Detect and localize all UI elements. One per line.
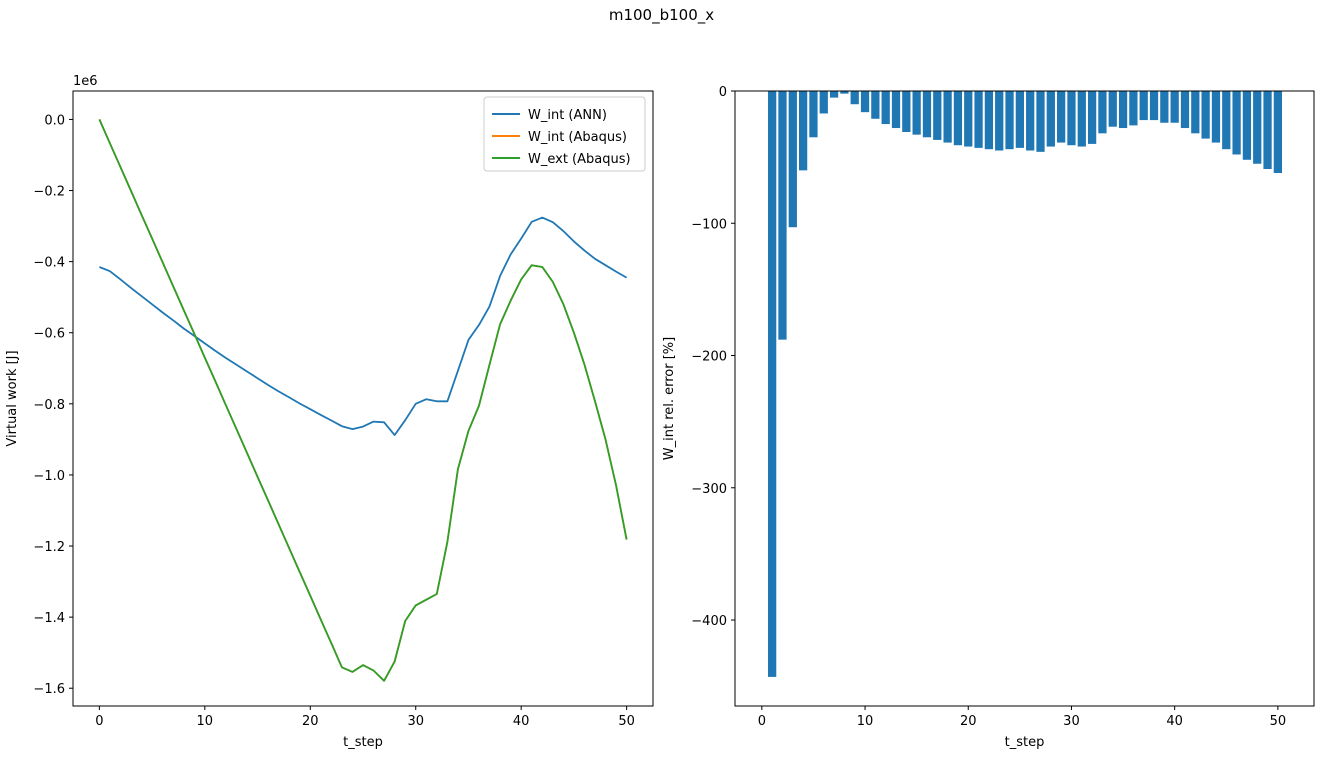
chart1-xtick-label: 20 bbox=[302, 714, 319, 729]
chart2-bar-32 bbox=[1087, 91, 1097, 144]
chart2-bar-7 bbox=[829, 91, 839, 98]
chart2-bar-44 bbox=[1211, 91, 1221, 143]
chart2-bar-21 bbox=[974, 91, 983, 148]
chart2-bar-37 bbox=[1139, 91, 1148, 121]
chart1-axes-frame bbox=[72, 90, 654, 707]
chart2-bar-25 bbox=[1015, 91, 1024, 148]
chart2-bar-4 bbox=[798, 91, 808, 171]
chart2-bar-46 bbox=[1232, 91, 1241, 155]
chart1-ylabel: Virtual work [J] bbox=[5, 350, 20, 446]
chart2-bar-23 bbox=[995, 91, 1004, 151]
chart2-bar-43 bbox=[1201, 91, 1210, 139]
chart2-bar-49 bbox=[1263, 91, 1272, 170]
chart2-bar-38 bbox=[1149, 91, 1159, 121]
chart2-bar-24 bbox=[1005, 91, 1014, 150]
chart2-bar-2 bbox=[778, 91, 787, 340]
chart2-bar-17 bbox=[933, 91, 942, 140]
chart1-ytick-label: −1.4 bbox=[33, 611, 65, 626]
chart2-bar-30 bbox=[1067, 91, 1076, 146]
chart2-bar-47 bbox=[1242, 91, 1252, 160]
chart1-legend-label-3: W_ext (Abaqus) bbox=[528, 152, 631, 167]
chart1-series-line-1 bbox=[99, 216, 628, 437]
chart1-ytick-label: −1.0 bbox=[33, 469, 65, 484]
chart1-ytick-label: 0.0 bbox=[44, 113, 65, 128]
chart1-xlabel: t_step bbox=[343, 735, 383, 750]
chart2-xtick-label: 50 bbox=[1270, 714, 1287, 729]
chart2-bar-50 bbox=[1273, 91, 1283, 173]
chart1-xtick-label: 30 bbox=[407, 714, 424, 729]
chart2-xtick-label: 30 bbox=[1063, 714, 1080, 729]
chart2-bar-1 bbox=[768, 91, 777, 677]
chart1-ytick-label: −1.2 bbox=[33, 540, 65, 555]
chart1-ytick-label: −0.2 bbox=[33, 185, 65, 200]
chart2-bar-27 bbox=[1036, 91, 1045, 152]
chart1-ytick-label: −0.6 bbox=[33, 327, 65, 342]
chart2-xtick-label: 10 bbox=[857, 714, 874, 729]
chart2-bar-13 bbox=[891, 91, 901, 129]
chart1-legend-box bbox=[483, 96, 646, 172]
chart1-series-line-3 bbox=[98, 119, 628, 682]
chart2-xtick-label: 0 bbox=[758, 714, 766, 729]
chart2-bar-16 bbox=[922, 91, 932, 138]
chart2-ylabel: W_int rel. error [%] bbox=[662, 337, 677, 460]
chart2-axes-frame bbox=[734, 90, 1315, 707]
chart2-bar-14 bbox=[902, 91, 911, 132]
chart2-bar-39 bbox=[1160, 91, 1169, 123]
chart2-bar-8 bbox=[840, 91, 849, 94]
chart2-bar-48 bbox=[1253, 91, 1262, 164]
chart2-bar-41 bbox=[1180, 91, 1190, 129]
chart1-xtick-label: 40 bbox=[513, 714, 530, 729]
chart2-bar-9 bbox=[850, 91, 859, 105]
chart2-bar-35 bbox=[1118, 91, 1128, 129]
chart2-bar-22 bbox=[984, 91, 994, 150]
chart2-ytick-label: −400 bbox=[691, 614, 727, 629]
chart1-ytick-label: −1.6 bbox=[33, 682, 65, 697]
chart2-xlabel: t_step bbox=[1005, 735, 1045, 750]
chart1-legend-label-1: W_int (ANN) bbox=[528, 108, 607, 123]
chart2-bar-6 bbox=[819, 91, 828, 114]
chart2-ytick-label: −200 bbox=[691, 350, 727, 365]
chart1-ytick-label: −0.4 bbox=[33, 256, 65, 271]
chart2-bar-42 bbox=[1191, 91, 1200, 134]
chart2-bar-5 bbox=[809, 91, 818, 138]
chart2-bar-36 bbox=[1129, 91, 1138, 126]
chart2-ytick-label: −300 bbox=[691, 482, 727, 497]
chart1-series-line-2 bbox=[98, 119, 628, 682]
chart2-bar-18 bbox=[943, 91, 952, 143]
chart2-bar-10 bbox=[860, 91, 870, 113]
chart2-bar-11 bbox=[871, 91, 880, 119]
chart2-bar-3 bbox=[788, 91, 797, 228]
chart2-bar-15 bbox=[912, 91, 921, 135]
chart2-bar-33 bbox=[1098, 91, 1107, 134]
chart1-offset-text: 1e6 bbox=[73, 74, 98, 89]
chart2-bar-20 bbox=[964, 91, 973, 147]
chart2-bar-26 bbox=[1026, 91, 1035, 151]
chart2-ytick-label: −100 bbox=[691, 217, 727, 232]
chart2-bar-12 bbox=[881, 91, 890, 125]
chart2-ytick-label: 0 bbox=[719, 85, 727, 100]
chart2-bar-28 bbox=[1046, 91, 1055, 147]
chart1-legend-label-2: W_int (Abaqus) bbox=[528, 130, 627, 145]
chart2-bar-29 bbox=[1057, 91, 1066, 143]
chart1-xtick-label: 50 bbox=[618, 714, 635, 729]
chart1-xtick-label: 0 bbox=[95, 714, 103, 729]
figure-title: m100_b100_x bbox=[608, 6, 715, 24]
chart1-ytick-label: −0.8 bbox=[33, 398, 65, 413]
chart2-xtick-label: 40 bbox=[1166, 714, 1183, 729]
chart2-bar-19 bbox=[953, 91, 963, 146]
chart2-bar-45 bbox=[1222, 91, 1231, 150]
chart2-bar-34 bbox=[1108, 91, 1117, 127]
chart2-bar-40 bbox=[1170, 91, 1179, 123]
chart1-xtick-label: 10 bbox=[197, 714, 214, 729]
chart2-bar-31 bbox=[1077, 91, 1086, 147]
chart2-xtick-label: 20 bbox=[960, 714, 977, 729]
